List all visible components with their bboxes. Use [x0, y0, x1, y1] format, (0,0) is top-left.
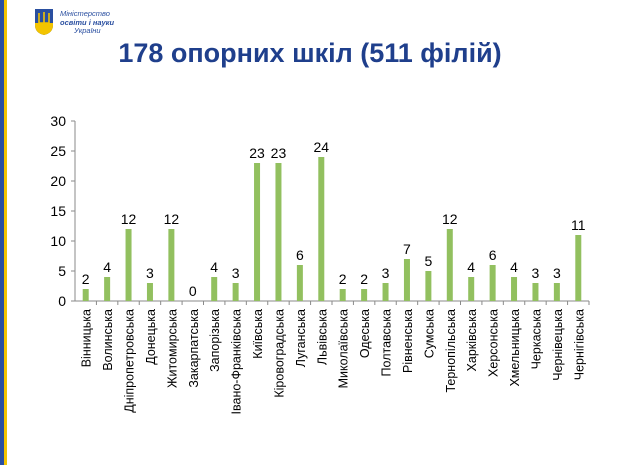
data-label: 6 — [296, 247, 304, 263]
trident-emblem-icon — [34, 8, 54, 36]
ministry-line-3: України — [74, 26, 101, 35]
category-label: Тернопільська — [444, 309, 458, 393]
data-label: 4 — [210, 259, 218, 275]
data-label: 2 — [82, 271, 90, 287]
data-label: 3 — [382, 265, 390, 281]
category-label: Рівненська — [401, 309, 415, 373]
category-label: Львівська — [315, 309, 329, 365]
bar-2 — [104, 277, 111, 301]
data-label: 3 — [553, 265, 561, 281]
ministry-logo-text: Міністерство освіти і науки України — [60, 9, 115, 36]
y-tick-label: 15 — [50, 203, 66, 219]
category-label: Кіровоградська — [272, 309, 286, 398]
category-label: Чернівецька — [551, 309, 565, 381]
category-label: Житомирська — [165, 309, 179, 388]
y-tick-label: 5 — [58, 263, 66, 279]
category-label: Хмельницька — [508, 309, 522, 387]
y-tick-label: 0 — [58, 293, 66, 309]
bar-23 — [553, 283, 560, 301]
category-label: Миколаївська — [337, 309, 351, 388]
bar-8 — [232, 283, 239, 301]
category-label: Івано-Франківська — [230, 309, 244, 415]
bar-1 — [82, 289, 89, 301]
data-label: 5 — [424, 253, 432, 269]
bar-19 — [468, 277, 475, 301]
y-tick-label: 30 — [50, 113, 66, 129]
ministry-line-2: освіти і науки — [60, 17, 115, 27]
bar-15 — [382, 283, 389, 301]
data-label: 12 — [121, 211, 137, 227]
bar-3 — [125, 229, 132, 301]
data-label: 0 — [189, 283, 197, 299]
brand-stripe-blue — [0, 0, 4, 465]
data-label: 4 — [103, 259, 111, 275]
category-label: Запорізька — [208, 309, 222, 372]
category-label: Харківська — [465, 309, 479, 371]
bar-9 — [254, 163, 261, 301]
page-title: 178 опорних шкіл (511 філій) — [118, 38, 502, 68]
bar-18 — [446, 229, 453, 301]
data-label: 3 — [532, 265, 540, 281]
y-tick-label: 20 — [50, 173, 66, 189]
bar-4 — [146, 283, 153, 301]
bar-5 — [168, 229, 175, 301]
category-label: Вінницька — [80, 309, 94, 367]
bar-11 — [296, 265, 303, 301]
data-label: 23 — [249, 145, 265, 161]
category-label: Луганська — [294, 309, 308, 367]
data-label: 4 — [510, 259, 518, 275]
ministry-line-1: Міністерство — [60, 9, 110, 18]
brand-stripe-yellow — [4, 0, 7, 465]
bar-14 — [361, 289, 368, 301]
bar-24 — [575, 235, 582, 301]
category-label: Черкаська — [529, 309, 543, 369]
y-tick-label: 10 — [50, 233, 66, 249]
data-label: 12 — [442, 211, 458, 227]
category-label: Дніпропетровська — [123, 309, 137, 413]
data-label: 3 — [232, 265, 240, 281]
bar-10 — [275, 163, 282, 301]
data-label: 2 — [339, 271, 347, 287]
bar-7 — [211, 277, 218, 301]
data-label: 4 — [467, 259, 475, 275]
category-label: Закарпатська — [187, 309, 201, 388]
data-label: 24 — [314, 139, 330, 155]
data-label: 23 — [271, 145, 287, 161]
category-label: Волинська — [101, 309, 115, 371]
bar-17 — [425, 271, 432, 301]
category-label: Полтавська — [380, 309, 394, 376]
category-label: Донецька — [144, 309, 158, 365]
data-label: 3 — [146, 265, 154, 281]
data-label: 7 — [403, 241, 411, 257]
category-label: Одеська — [358, 309, 372, 358]
y-tick-label: 25 — [50, 143, 66, 159]
bar-13 — [339, 289, 346, 301]
bar-20 — [489, 265, 496, 301]
bar-22 — [532, 283, 539, 301]
data-label: 6 — [489, 247, 497, 263]
bar-12 — [318, 157, 325, 301]
data-label: 12 — [164, 211, 180, 227]
data-label: 11 — [571, 217, 586, 233]
category-label: Сумська — [422, 309, 436, 358]
bar-21 — [511, 277, 518, 301]
bar-16 — [403, 259, 410, 301]
category-label: Чернігівська — [572, 309, 586, 380]
category-label: Київська — [251, 309, 265, 359]
category-label: Херсонська — [487, 309, 501, 377]
data-label: 2 — [360, 271, 368, 287]
